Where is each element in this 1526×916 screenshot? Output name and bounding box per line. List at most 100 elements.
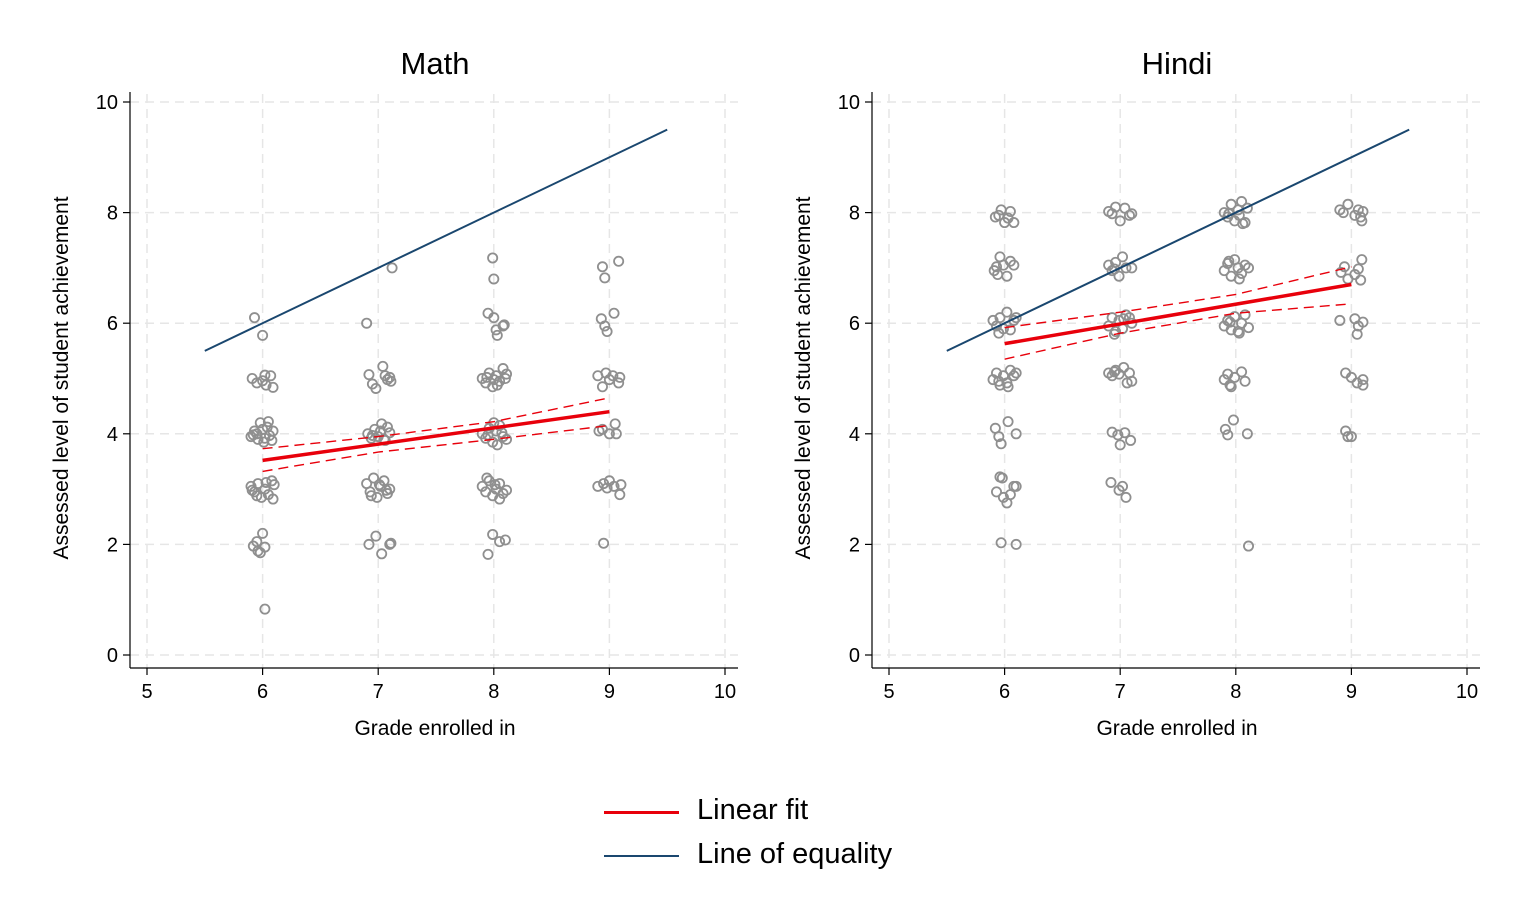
scatter-point	[498, 319, 510, 331]
scatter-point	[266, 434, 278, 446]
scatter-point	[494, 536, 506, 548]
scatter-point	[361, 317, 373, 329]
scatter-point	[1222, 429, 1234, 441]
scatter-point	[497, 363, 509, 375]
scatter-point	[1229, 371, 1241, 383]
scatter-point	[1117, 480, 1129, 492]
scatter-point	[267, 493, 279, 505]
scatter-point	[489, 479, 501, 491]
scatter-point	[1345, 371, 1357, 383]
scatter-point	[599, 320, 611, 332]
scatter-point	[497, 488, 509, 500]
y-tick-label: 4	[107, 424, 118, 446]
chart-panel-hindi: 5 6 7 8 9 10 0 2 4 6 8 10 Hindi Grade enrolled in Asse…	[792, 46, 1480, 740]
scatter-point	[1243, 322, 1255, 334]
scatter-point	[1233, 273, 1245, 285]
scatter-point	[370, 530, 382, 542]
scatter-point	[245, 431, 257, 443]
scatter-point	[1114, 215, 1126, 227]
scatter-point	[598, 537, 610, 549]
scatter-point	[995, 438, 1007, 450]
scatter-point	[1335, 266, 1347, 278]
scatter-point	[1004, 364, 1016, 376]
y-tick-label: 6	[849, 313, 860, 335]
scatter-point	[1236, 366, 1248, 378]
scatter-point	[987, 314, 999, 326]
scatter-point	[265, 370, 277, 382]
scatter-point	[1224, 316, 1236, 328]
scatter-point	[1345, 431, 1357, 443]
scatter-point	[607, 370, 619, 382]
scatter-point	[386, 262, 398, 274]
scatter-point	[1125, 434, 1137, 446]
scatter-point	[1108, 366, 1120, 378]
scatter-point	[267, 381, 279, 393]
x-tick-label: 6	[999, 681, 1010, 703]
x-tick-label: 9	[1346, 681, 1357, 703]
scatter-point	[1110, 256, 1122, 268]
legend-swatch-line-of-equality	[604, 855, 679, 857]
scatter-point	[1241, 428, 1253, 440]
scatter-point	[1008, 217, 1020, 229]
scatter-point	[1243, 262, 1255, 274]
ci-upper-line	[1004, 266, 1352, 329]
scatter-point	[603, 428, 615, 440]
scatter-point	[1008, 259, 1020, 271]
scatter-point	[991, 261, 1003, 273]
scatter-point	[1126, 208, 1138, 220]
scatter-point	[596, 381, 608, 393]
scatter-point	[995, 537, 1007, 549]
linear-fit-line	[262, 409, 610, 463]
scatter-point	[1106, 426, 1118, 438]
scatter-point	[1123, 209, 1135, 221]
scatter-point	[499, 372, 511, 384]
scatter-point	[501, 484, 513, 496]
linear-fit-line	[1004, 282, 1352, 346]
scatter-point	[491, 439, 503, 451]
scatter-point	[373, 479, 385, 491]
scatter-point	[1232, 262, 1244, 274]
scatter-point	[1224, 379, 1236, 391]
scatter-point	[1004, 324, 1016, 336]
scatter-point	[1010, 367, 1022, 379]
scatter-point	[1356, 254, 1368, 266]
scatter-point	[1118, 361, 1130, 373]
x-tick-label: 10	[714, 681, 736, 703]
scatter-point	[481, 371, 493, 383]
x-tick-label: 5	[883, 681, 894, 703]
scatter-point	[614, 489, 626, 501]
x-tick-label: 5	[141, 681, 152, 703]
scatter-point	[1218, 374, 1230, 386]
scatter-point	[1337, 207, 1349, 219]
scatter-point	[1233, 327, 1245, 339]
scatter-point	[252, 478, 264, 490]
x-tick-label: 7	[373, 681, 384, 703]
scatter-point	[1239, 375, 1251, 387]
scatter-point	[499, 534, 511, 546]
scatter-point	[1010, 428, 1022, 440]
scatter-point	[1357, 379, 1369, 391]
scatter-point	[487, 252, 499, 264]
y-axis-label: Assessed level of student achievement	[50, 196, 73, 559]
scatter-point	[1342, 198, 1354, 210]
y-tick-label: 6	[107, 313, 118, 335]
scatter-point	[481, 472, 493, 484]
scatter-point	[997, 491, 1009, 503]
scatter-point	[1355, 274, 1367, 286]
scatter-point	[1001, 270, 1013, 282]
scatter-point	[613, 377, 625, 389]
scatter-point	[384, 538, 396, 550]
scatter-point	[371, 491, 383, 503]
scatter-point	[366, 429, 378, 441]
scatter-point	[363, 538, 375, 550]
scatter-point	[608, 480, 620, 492]
scatter-point	[1112, 429, 1124, 441]
scatter-point	[370, 382, 382, 394]
scatter-point	[608, 307, 620, 319]
scatter-point	[494, 478, 506, 490]
ci-lower-line	[1004, 303, 1352, 360]
scatter-point	[1342, 431, 1354, 443]
scatter-point	[1357, 316, 1369, 328]
scatter-point	[1236, 196, 1248, 208]
